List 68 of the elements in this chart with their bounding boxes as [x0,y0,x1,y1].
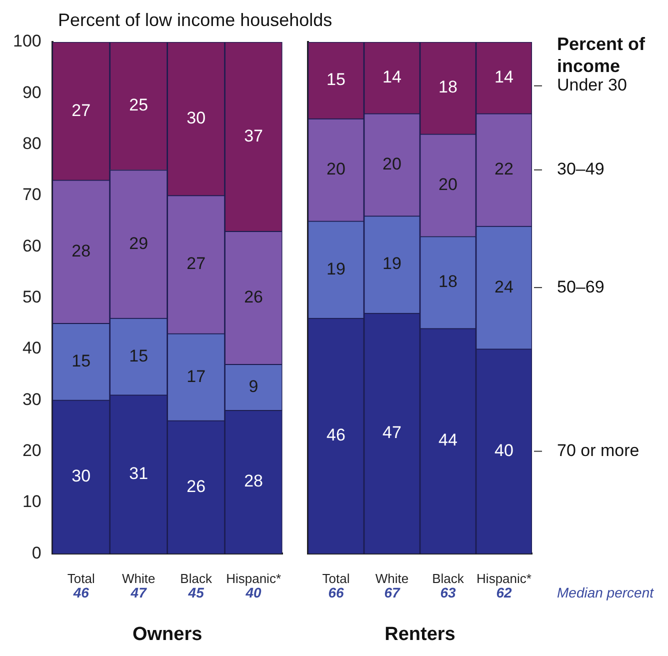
text: Median percent [557,584,655,600]
y-tick-label: 70 [22,185,42,204]
data-label: 15 [129,346,148,366]
data-label: 15 [326,70,346,90]
data-label: 46 [326,426,346,445]
data-label: 26 [186,476,206,496]
y-tick-label: 30 [22,390,42,409]
y-tick-label: 100 [12,32,42,51]
data-label: 44 [438,430,458,450]
x-tick-label: Total [322,570,350,586]
legend-title: Percent of income [557,34,646,76]
text: 47 [130,584,148,600]
y-tick-label: 20 [22,440,42,460]
x-axis-title: Owners [132,624,202,645]
data-label: 20 [326,160,346,179]
data-label: 37 [244,126,264,146]
data-label: 20 [382,154,402,174]
data-label: 14 [494,68,514,86]
x-tick-label: Black [432,570,464,586]
y-tick-label: 40 [22,338,42,358]
y-tick-label: 10 [22,492,42,512]
y-tick-label: 50 [22,287,42,306]
series-label: Under 30 [557,76,627,94]
data-label: 40 [494,440,514,460]
series-label: 30–49 [557,160,604,179]
text: 46 [72,584,90,600]
data-label: 18 [438,78,458,97]
y-tick-label: 90 [22,82,42,102]
x-tick-label: Hispanic* [226,570,282,586]
data-label: 27 [186,254,206,274]
data-label: 26 [244,287,264,306]
text: 66 [328,584,344,600]
data-label: 27 [72,100,91,120]
y-axis-title: Percent of low income households [58,10,332,31]
data-label: 15 [72,351,91,370]
data-label: 19 [326,259,346,278]
x-tick-label: Hispanic* [476,570,532,586]
x-axis-title: Renters [384,624,456,645]
data-label: 18 [438,272,458,292]
y-tick-label: 60 [22,236,42,256]
x-tick-label: Total [67,570,95,586]
text: 45 [187,584,204,600]
x-tick-label: White [375,570,409,586]
data-label: 9 [248,377,258,396]
series-label: 50–69 [557,277,604,296]
text: 63 [440,584,456,600]
y-tick-label: 0 [32,543,42,562]
text: 40 [244,584,262,600]
series-label: 70 or more [557,440,640,460]
text: 67 [384,584,401,600]
data-label: 19 [382,254,402,274]
data-label: 31 [129,464,148,483]
data-label: 30 [72,466,91,486]
data-label: 30 [186,108,206,128]
data-label: 22 [494,160,514,179]
data-label: 17 [186,366,206,386]
data-label: 29 [129,234,148,253]
data-label: 20 [438,174,458,194]
data-label: 28 [244,472,264,491]
data-label: 28 [72,241,91,260]
text: 62 [496,584,512,600]
data-label: 47 [382,423,402,442]
data-label: 24 [494,277,514,296]
x-tick-label: Black [180,570,212,586]
y-tick-label: 80 [22,134,42,154]
data-label: 14 [382,68,402,86]
data-label: 25 [129,96,148,115]
x-tick-label: White [122,570,156,586]
